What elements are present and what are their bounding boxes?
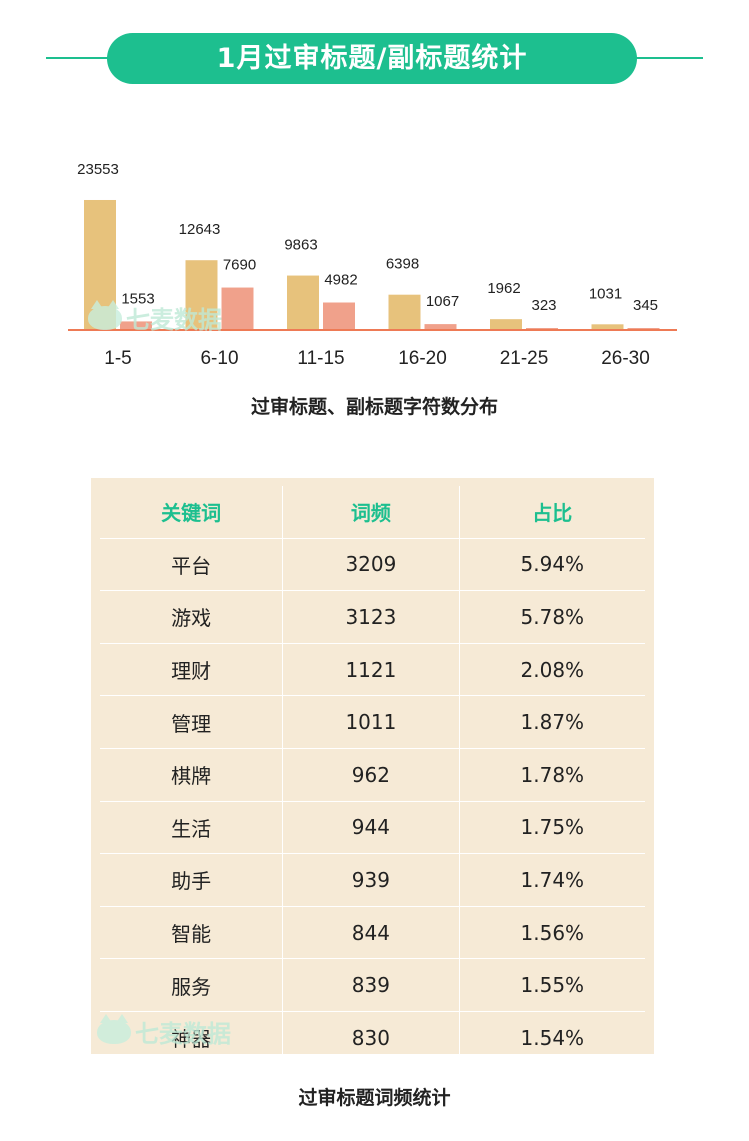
- table-row: 服务 839 1.55%: [100, 958, 645, 1012]
- bar-chart: 23553 1553 1-5 12643 7690 6-10 9863 4982 11-15 63…: [68, 161, 677, 369]
- table-row: 生活 944 1.75%: [100, 800, 645, 854]
- cell-frequency: 3209: [282, 537, 460, 591]
- cell-keyword: 智能: [100, 905, 283, 959]
- cell-keyword: 神器: [100, 1010, 283, 1064]
- table-row: 平台 3209 5.94%: [100, 537, 645, 591]
- keyword-table-panel: 关键词 词频 占比 平台 3209 5.94% 游戏 3123 5.78% 理财 1121 2.…: [91, 478, 654, 1064]
- cat-logo-icon: [88, 299, 122, 330]
- cat-logo-icon: [97, 1013, 131, 1044]
- bar-s0-16-20: [388, 294, 421, 330]
- cell-ratio: 1.56%: [458, 905, 645, 959]
- cell-frequency: 830: [282, 1010, 460, 1064]
- table-row: 智能 844 1.56%: [100, 905, 645, 959]
- watermark-chart: 七麦数据: [88, 299, 222, 335]
- cell-ratio: 1.74%: [458, 853, 645, 907]
- cell-frequency: 944: [282, 800, 460, 854]
- x-tick-label: 1-5: [104, 348, 131, 369]
- cell-keyword: 平台: [100, 537, 283, 591]
- header-keyword: 关键词: [161, 501, 222, 526]
- data-label: 323: [531, 297, 556, 314]
- data-label: 1031: [589, 285, 622, 302]
- data-label: 9863: [284, 237, 317, 254]
- banner-line-right: [630, 57, 703, 59]
- bar-s1-11-15: [323, 302, 355, 330]
- cell-keyword: 助手: [100, 853, 283, 907]
- chart-caption: 过审标题、副标题字符数分布: [250, 396, 498, 418]
- cell-frequency: 839: [282, 958, 460, 1012]
- watermark-text: 七麦数据: [126, 306, 222, 334]
- x-tick-label: 21-25: [500, 348, 549, 369]
- data-label: 23553: [77, 161, 119, 178]
- x-tick-label: 26-30: [601, 348, 650, 369]
- bar-s1-1-5: [120, 321, 152, 330]
- cell-ratio: 1.54%: [458, 1010, 645, 1064]
- bar-s1-16-20: [424, 324, 457, 330]
- cell-frequency: 962: [282, 747, 460, 802]
- table-row: 管理 1011 1.87%: [100, 695, 645, 749]
- table-caption: 过审标题词频统计: [298, 1087, 451, 1109]
- bar-s0-26-30: [591, 324, 624, 330]
- cell-keyword: 服务: [100, 958, 283, 1012]
- bar-s1-6-10: [221, 287, 254, 330]
- cell-ratio: 5.78%: [458, 590, 645, 644]
- cell-ratio: 1.87%: [458, 695, 645, 749]
- cell-frequency: 1011: [282, 695, 460, 749]
- x-tick-label: 11-15: [297, 348, 344, 369]
- data-label: 6398: [386, 256, 419, 273]
- watermark-text: 七麦数据: [135, 1020, 231, 1048]
- table-row: 神器 830 1.54%: [100, 1010, 645, 1064]
- cell-keyword: 游戏: [100, 590, 283, 644]
- header-ratio: 占比: [458, 486, 645, 539]
- keyword-table: 关键词 词频 占比 平台 3209 5.94% 游戏 3123 5.78% 理财 1121 2.…: [100, 486, 645, 1064]
- cell-frequency: 844: [282, 905, 460, 959]
- header-frequency: 词频: [282, 486, 460, 539]
- bar-s0-11-15: [287, 275, 319, 330]
- cell-ratio: 2.08%: [458, 642, 645, 696]
- page-title: 1月过审标题/副标题统计: [107, 33, 637, 84]
- bar-s0-21-25: [490, 319, 522, 330]
- cell-frequency: 1121: [282, 642, 460, 696]
- table-header-row: 关键词 词频 占比: [100, 486, 645, 539]
- data-label: 7690: [223, 257, 256, 274]
- cell-frequency: 939: [282, 853, 460, 907]
- data-label: 1553: [121, 290, 154, 307]
- x-tick-label: 16-20: [398, 348, 447, 369]
- x-tick-label: 6-10: [200, 348, 238, 369]
- cell-ratio: 5.94%: [458, 537, 645, 591]
- table-row: 理财 1121 2.08%: [100, 642, 645, 696]
- data-label: 12643: [179, 221, 221, 238]
- data-label: 345: [633, 297, 658, 314]
- data-label: 1962: [487, 280, 520, 297]
- bar-s0-6-10: [185, 260, 218, 330]
- cell-keyword: 棋牌: [100, 747, 283, 802]
- cell-keyword: 生活: [100, 800, 283, 854]
- table-row: 游戏 3123 5.78%: [100, 590, 645, 644]
- cell-keyword: 管理: [100, 695, 283, 749]
- table-row: 棋牌 962 1.78%: [100, 747, 645, 802]
- banner-line-left: [46, 57, 116, 59]
- data-label: 4982: [324, 271, 357, 288]
- table-row: 助手 939 1.74%: [100, 853, 645, 907]
- cell-keyword: 理财: [100, 642, 283, 696]
- cell-ratio: 1.75%: [458, 800, 645, 854]
- cell-ratio: 1.55%: [458, 958, 645, 1012]
- watermark-table: 七麦数据: [97, 1013, 231, 1049]
- cell-frequency: 3123: [282, 590, 460, 644]
- cell-ratio: 1.78%: [458, 747, 645, 802]
- data-label: 1067: [426, 293, 459, 310]
